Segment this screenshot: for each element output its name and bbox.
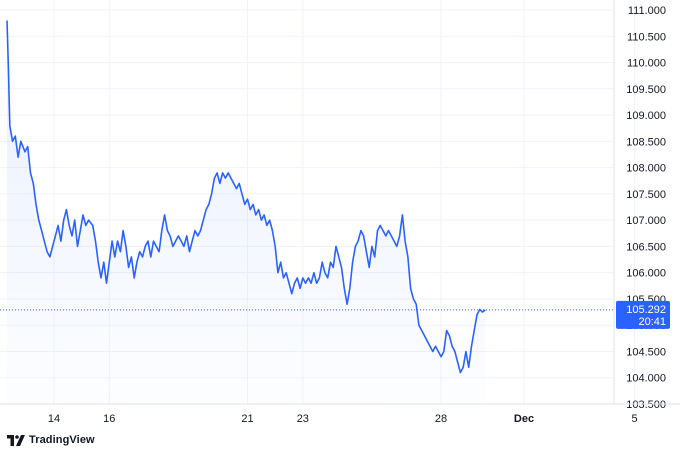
y-tick-label: 104.500 (626, 346, 666, 358)
y-tick-label: 107.500 (626, 189, 666, 201)
y-tick-label: 111.000 (628, 5, 666, 17)
y-tick-label: 108.000 (626, 163, 666, 175)
bar-countdown: 20:41 (638, 316, 666, 328)
y-tick-label: 109.000 (626, 110, 666, 122)
tradingview-logo[interactable]: TradingView (7, 434, 95, 446)
x-tick-label: 5 (632, 413, 638, 425)
x-tick-label: 21 (241, 413, 253, 425)
y-tick-label: 109.500 (626, 84, 666, 96)
tradingview-logo-icon (7, 434, 25, 446)
area-fill (7, 20, 486, 404)
y-tick-label: 110.000 (627, 58, 666, 70)
last-price-tag: 105.292 20:41 (616, 300, 670, 329)
x-tick-label: Dec (514, 413, 534, 425)
last-price-tag-bg (616, 300, 670, 329)
price-line[interactable] (6, 20, 486, 374)
y-tick-label: 107.000 (626, 215, 666, 227)
x-tick-label: 23 (297, 413, 309, 425)
y-tick-label: 104.000 (626, 373, 666, 385)
y-tick-label: 110.500 (627, 31, 666, 43)
tradingview-logo-text: TradingView (29, 434, 95, 446)
x-tick-label: 28 (435, 413, 447, 425)
price-axis[interactable]: 111.000 110.500 110.000 109.500 109.000 108.5… (613, 0, 666, 411)
y-tick-label: 103.500 (626, 399, 666, 411)
y-tick-label: 106.500 (626, 241, 666, 253)
x-tick-label: 14 (48, 413, 60, 425)
y-tick-label: 106.000 (626, 268, 666, 280)
time-axis[interactable]: 1416212328Dec57 (0, 403, 680, 425)
y-tick-label: 108.500 (626, 136, 666, 148)
x-tick-label: 16 (103, 413, 115, 425)
last-price-value: 105.292 (626, 304, 666, 316)
